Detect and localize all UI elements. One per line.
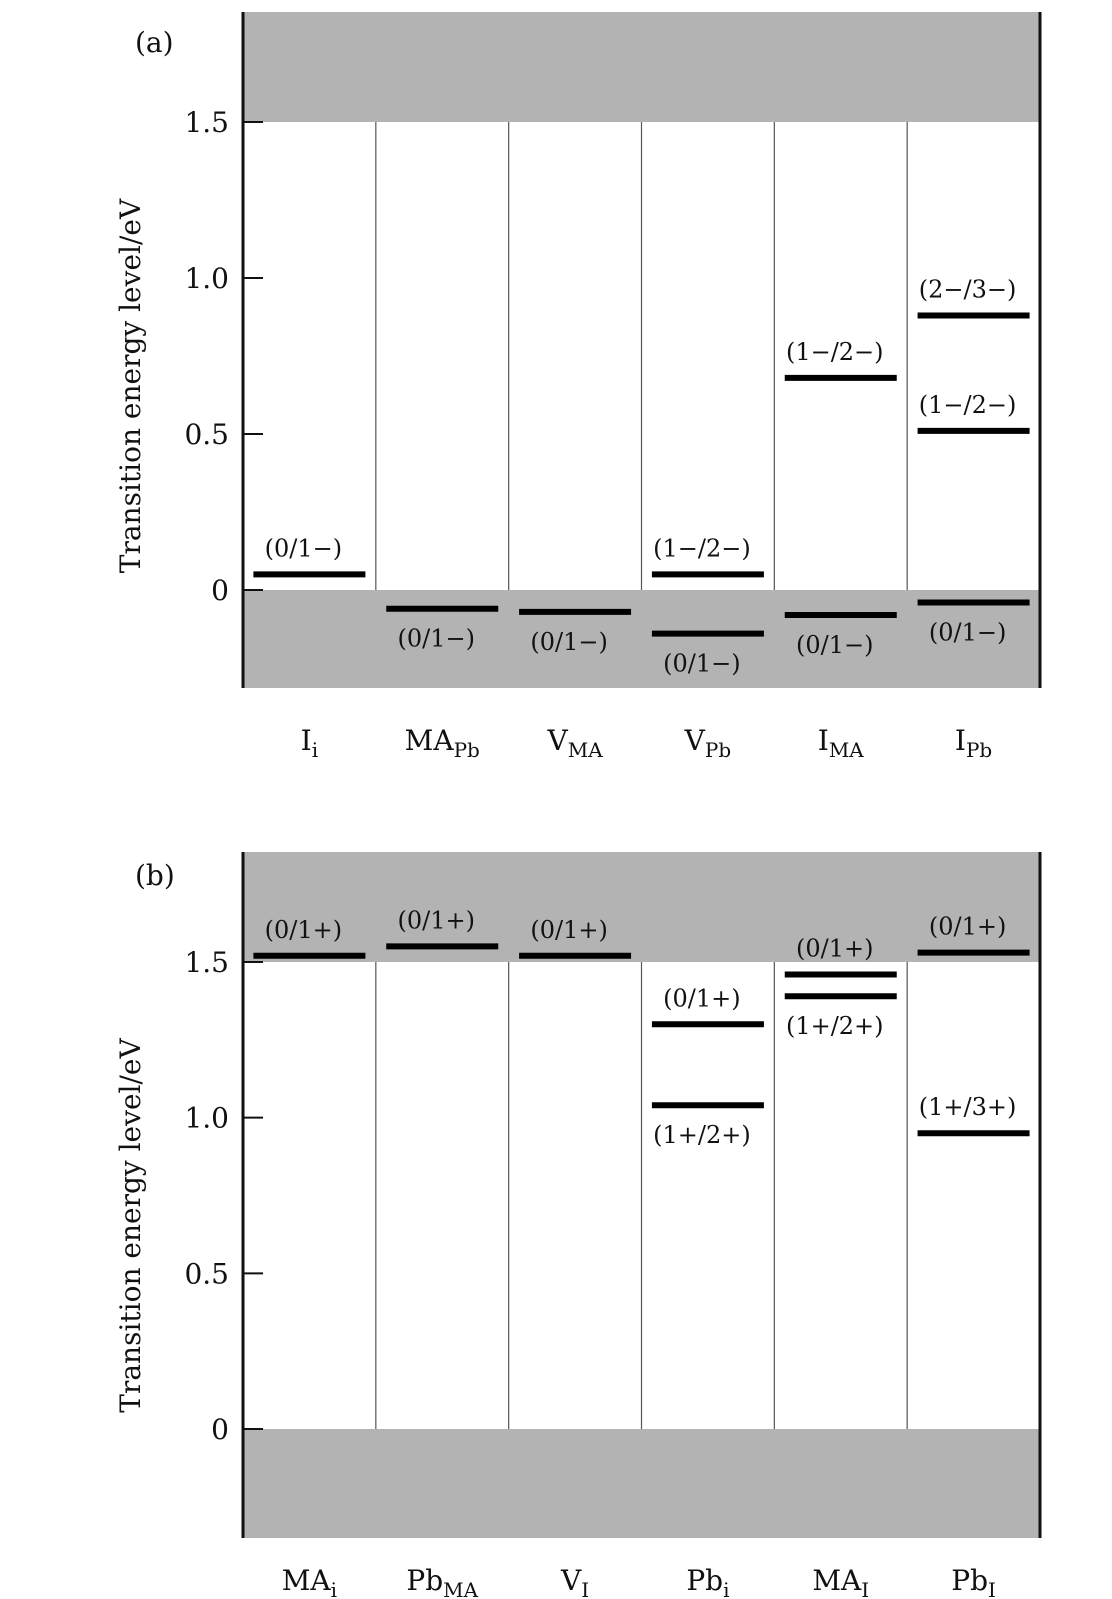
category-base: Pb xyxy=(951,1564,988,1597)
category-subscript: i xyxy=(723,1578,729,1599)
category-subscript: MA xyxy=(829,738,864,762)
category-base: Pb xyxy=(406,1564,443,1597)
panel-label: (b) xyxy=(135,859,175,892)
category-label: PbMA xyxy=(406,1564,478,1599)
category-label: VPb xyxy=(684,724,732,762)
category-base: MA xyxy=(282,1564,332,1597)
category-subscript: Pb xyxy=(454,738,480,762)
y-tick-label: 0 xyxy=(211,574,229,607)
level-label: (0/1−) xyxy=(796,631,873,659)
category-subscript: i xyxy=(331,1578,337,1599)
category-label: VMA xyxy=(547,724,604,762)
y-axis-label: Transition energy level/eV xyxy=(114,1038,147,1413)
level-label: (1−/2−) xyxy=(786,338,884,366)
category-base: MA xyxy=(405,724,455,757)
level-label: (0/1+) xyxy=(929,913,1006,941)
y-tick-label: 1.5 xyxy=(184,946,229,979)
category-base: I xyxy=(955,724,966,757)
level-label: (0/1+) xyxy=(398,906,475,934)
y-tick-label: 0 xyxy=(211,1413,229,1446)
category-subscript: Pb xyxy=(705,738,731,762)
category-label: MAI xyxy=(812,1564,869,1599)
level-label: (0/1−) xyxy=(530,628,607,656)
panel-label: (a) xyxy=(135,26,174,59)
level-label: (0/1−) xyxy=(398,625,475,653)
category-base: V xyxy=(547,724,569,757)
category-base: MA xyxy=(812,1564,862,1597)
level-label: (0/1−) xyxy=(265,534,342,562)
category-subscript: Pb xyxy=(966,738,992,762)
level-label: (0/1+) xyxy=(530,916,607,944)
category-label: PbI xyxy=(951,1564,996,1599)
conduction-band xyxy=(243,12,1040,122)
level-label: (0/1+) xyxy=(663,984,740,1012)
level-label: (0/1−) xyxy=(929,618,1006,646)
level-label: (1−/2−) xyxy=(653,534,751,562)
category-label: MAi xyxy=(282,1564,337,1599)
y-tick-label: 1.0 xyxy=(184,1102,229,1135)
valence-band xyxy=(243,1429,1040,1538)
category-base: V xyxy=(684,724,706,757)
category-subscript: i xyxy=(312,738,318,762)
category-label: IMA xyxy=(818,724,865,762)
level-label: (0/1−) xyxy=(663,650,740,678)
category-label: VI xyxy=(560,1564,589,1599)
conduction-band xyxy=(243,852,1040,962)
level-label: (1+/2+) xyxy=(653,1121,751,1149)
category-subscript: MA xyxy=(443,1578,478,1599)
category-base: I xyxy=(301,724,312,757)
category-base: V xyxy=(560,1564,582,1597)
category-label: MAPb xyxy=(405,724,480,762)
level-label: (1+/2+) xyxy=(786,1012,884,1040)
y-tick-label: 1.0 xyxy=(184,262,229,295)
level-label: (1−/2−) xyxy=(919,391,1017,419)
category-label: Ii xyxy=(301,724,318,762)
y-tick-label: 0.5 xyxy=(184,1257,229,1290)
y-axis-label: Transition energy level/eV xyxy=(114,198,147,573)
category-subscript: I xyxy=(988,1578,996,1599)
category-label: IPb xyxy=(955,724,992,762)
category-base: Pb xyxy=(686,1564,723,1597)
level-label: (2−/3−) xyxy=(919,275,1017,303)
category-subscript: I xyxy=(861,1578,869,1599)
valence-band xyxy=(243,590,1040,688)
level-label: (1+/3+) xyxy=(919,1093,1017,1121)
y-tick-label: 1.5 xyxy=(184,106,229,139)
category-label: Pbi xyxy=(686,1564,729,1599)
category-subscript: I xyxy=(581,1578,589,1599)
y-tick-label: 0.5 xyxy=(184,418,229,451)
level-label: (0/1+) xyxy=(265,916,342,944)
category-subscript: MA xyxy=(568,738,603,762)
level-label: (0/1+) xyxy=(796,934,873,962)
category-base: I xyxy=(818,724,829,757)
